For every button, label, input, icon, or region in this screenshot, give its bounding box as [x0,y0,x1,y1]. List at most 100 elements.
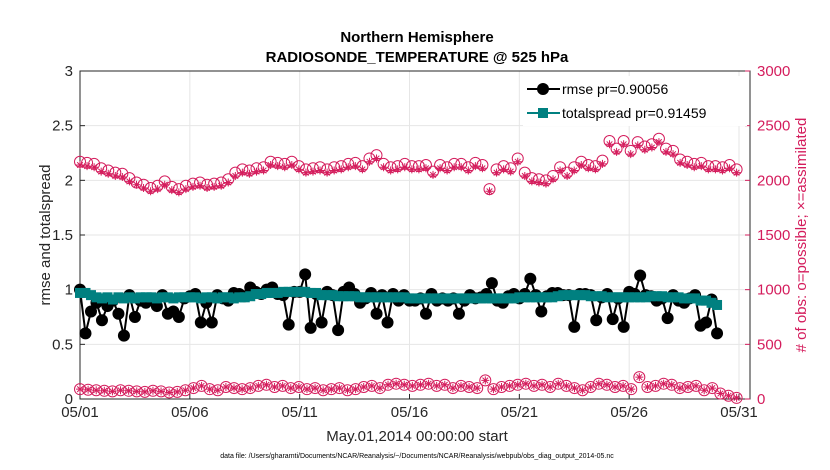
totalspread-point [431,293,442,304]
obs-assimilated-point [217,181,226,190]
legend: rmse pr=0.90056 totalspread pr=0.91459 [523,76,747,126]
obs-assimilated-point [97,167,106,176]
y-right-tick-label: 1000 [757,282,790,299]
legend-box [523,76,747,126]
obs-possible-point [317,384,330,397]
obs-assimilated-point [308,167,317,176]
obs-assimilated-point [153,185,162,194]
obs-possible-point [268,380,281,393]
totalspread-point [404,293,415,304]
totalspread-point [96,293,107,304]
obs-assimilated-point [546,382,555,391]
obs-assimilated-point [205,385,214,394]
rmse-point [485,277,498,290]
obs-assimilated-point [562,381,571,390]
totalspread-point [629,292,640,303]
obs-assimilated-point [506,167,515,176]
obs-assimilated-point [489,385,498,394]
obs-possible-point [138,385,151,398]
totalspread-point [338,291,349,302]
obs-assimilated-point [203,183,212,192]
obs-assimilated-point [92,386,101,395]
obs-assimilated-point [450,163,459,172]
legend-rmse-label: rmse pr=0.90056 [562,81,668,97]
obs-assimilated-point [611,382,620,391]
obs-assimilated-point [556,166,565,175]
obs-assimilated-point [188,182,197,191]
totalspread-point [459,293,470,304]
obs-assimilated-point [505,381,514,390]
obs-possible-point [98,384,111,397]
obs-assimilated-point [683,161,692,170]
obs-assimilated-point [626,150,635,159]
obs-assimilated-point [529,381,538,390]
rmse-point [205,316,218,329]
rmse-point [452,307,465,320]
totalspread-point [706,297,717,308]
obs-assimilated-point [327,385,336,394]
rmse-point [79,327,92,340]
totalspread-point [129,293,140,304]
totalspread-point [146,292,157,303]
obs-assimilated-point [541,179,550,188]
obs-assimilated-point [262,380,271,389]
obs-assimilated-point [416,380,425,389]
totalspread-point [245,291,256,302]
totalspread-point [135,292,146,303]
y-right-tick-label: 2500 [757,118,790,135]
obs-assimilated-point [359,382,368,391]
totalspread-point [547,292,558,303]
obs-assimilated-point [513,380,522,389]
rmse-point [172,311,185,323]
obs-assimilated-point [278,381,287,390]
obs-possible-point [527,379,540,392]
obs-assimilated-point [440,380,449,389]
totalspread-point [442,293,453,304]
obs-assimilated-point [100,386,109,395]
obs-possible-point [584,380,597,393]
obs-assimilated-point [210,182,219,191]
obs-possible-point [252,379,265,392]
obs-possible-point [211,384,224,397]
obs-possible-point [625,383,638,396]
obs-assimilated-point [84,385,93,394]
obs-assimilated-point [76,385,84,394]
totalspread-point [695,295,706,306]
totalspread-point [124,292,135,303]
x-axis-label: May.01,2014 00:00:00 start [326,428,508,445]
obs-assimilated-point [116,386,125,395]
obs-assimilated-point [704,165,713,174]
obs-possible-point [341,384,354,397]
totalspread-point [569,290,580,301]
obs-assimilated-point [513,157,522,166]
obs-assimilated-point [344,163,353,172]
x-tick-label: 05/31 [720,404,758,421]
obs-assimilated-point [711,165,720,174]
obs-assimilated-point [669,150,678,159]
obs-assimilated-point [654,138,663,147]
obs-assimilated-point [676,158,685,167]
rmse-point [700,316,713,329]
obs-assimilated-point [527,177,536,186]
totalspread-point [420,293,431,304]
x-tick-label: 05/11 [281,404,317,421]
obs-possible-point [114,384,127,397]
rmse-point [568,320,581,333]
obs-assimilated-point [619,140,628,149]
totalspread-point [179,292,190,303]
totalspread-point [519,292,530,303]
obs-assimilated-point [612,147,621,156]
obs-series-low [74,371,743,404]
totalspread-point [613,292,624,303]
obs-possible-point [90,384,103,397]
obs-assimilated-point [181,386,190,395]
totalspread-point [311,287,322,298]
obs-assimilated-point [213,386,222,395]
obs-assimilated-point [266,161,275,170]
obs-assimilated-point [683,382,692,391]
totalspread-point [327,290,338,301]
totalspread-point [558,290,569,301]
obs-assimilated-point [640,145,649,154]
totalspread-point [80,287,91,298]
totalspread-point [646,291,657,302]
